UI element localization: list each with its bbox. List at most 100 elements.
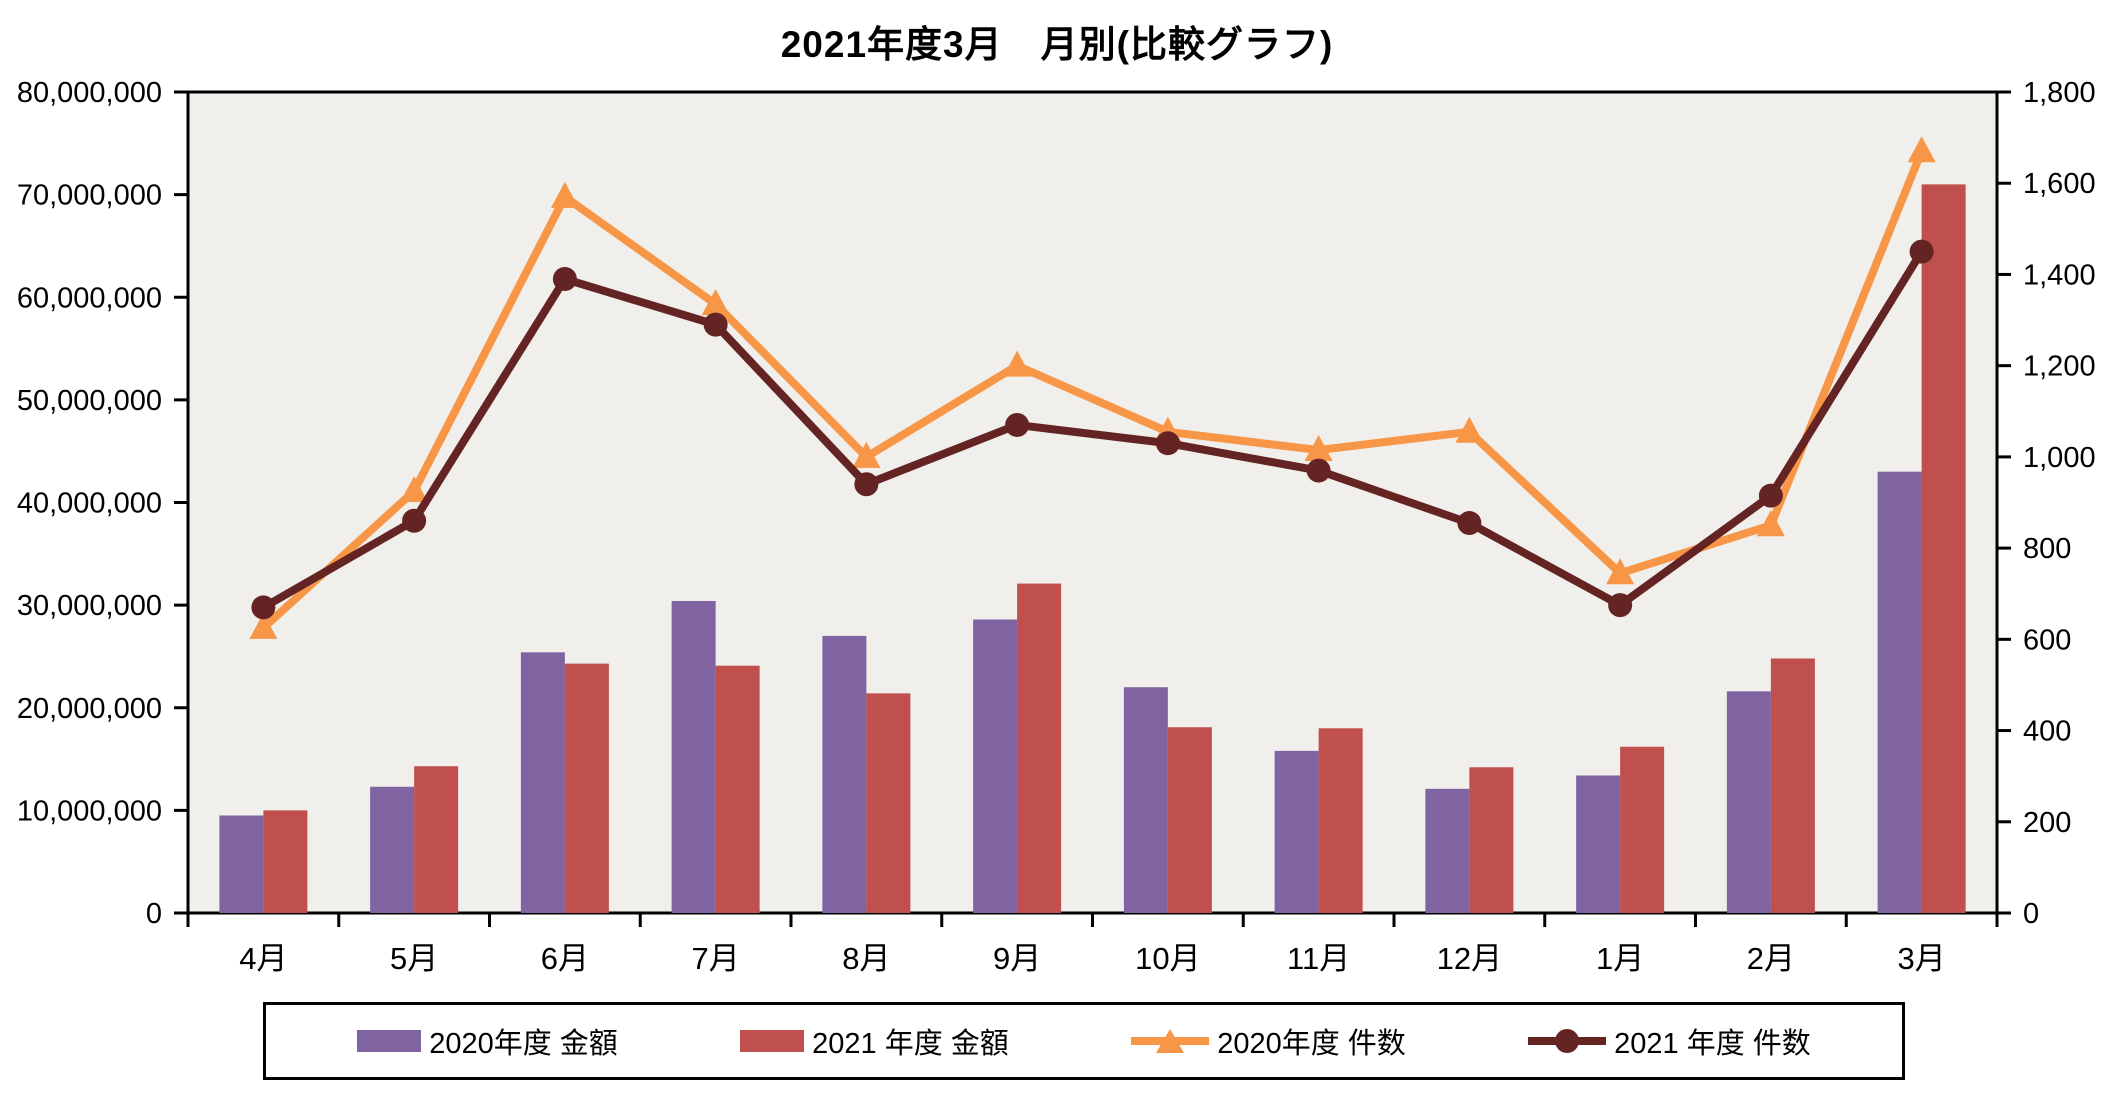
bar (1469, 767, 1514, 913)
legend-label-2021-amount: 2021 年度 金額 (812, 1028, 1009, 1060)
x-axis-category-label: 12月 (1437, 941, 1502, 976)
bar (1921, 184, 1966, 914)
bar (1576, 775, 1621, 913)
triangle-marker-icon (1907, 136, 1936, 163)
circle-marker-icon (251, 595, 276, 620)
left-axis-tick-label: 10,000,000 (17, 795, 162, 827)
bar (1726, 691, 1771, 913)
triangle-marker-icon (550, 181, 579, 208)
circle-marker-icon (552, 267, 577, 292)
x-axis-category-label: 11月 (1287, 941, 1350, 976)
bar (715, 665, 760, 913)
left-axis: 0 10,000,000 20,000,000 30,000,000 40,000,00… (17, 77, 188, 930)
triangle-marker-icon (852, 441, 881, 468)
bar (1167, 727, 1212, 913)
bar (1425, 788, 1470, 913)
x-axis: 4月 5月 6月 7月 8月 9月 10月 11月 12月 1月 2月 3月 (186, 913, 1999, 976)
bar (1770, 658, 1815, 913)
circle-marker-icon (1608, 593, 1633, 618)
bar (671, 601, 716, 913)
bar (1318, 728, 1363, 913)
left-axis-tick-label: 80,000,000 (17, 77, 162, 109)
legend-label-2020-amount: 2020年度 金額 (429, 1028, 618, 1060)
chart-legend: 2020年度 金額 2021 年度 金額 2020年度 件数 2021 年度 件… (263, 1002, 1905, 1080)
right-axis-tick-label: 1,600 (2023, 168, 2096, 200)
circle-marker-icon (1909, 239, 1934, 264)
line-path (259, 147, 1926, 632)
right-axis-tick-label: 1,800 (2023, 77, 2096, 109)
left-axis-tick-label: 50,000,000 (17, 385, 162, 417)
legend-entry-2020-count: 2020年度 件数 (1131, 1020, 1406, 1062)
triangle-marker-icon (1455, 416, 1484, 443)
triangle-marker-icon (249, 612, 278, 639)
chart-title: 2021年度3月 月別(比較グラフ) (780, 24, 1334, 65)
legend-entry-2021-count: 2021 年度 件数 (1528, 1020, 1811, 1062)
bar (564, 663, 609, 913)
legend-line-marker-2020-count-icon (1131, 1029, 1210, 1053)
circle-marker-icon (1555, 1029, 1580, 1053)
circle-marker-icon (402, 508, 427, 533)
bar (1274, 750, 1319, 913)
right-axis-tick-label: 600 (2023, 624, 2071, 656)
left-axis-tick-label: 30,000,000 (17, 590, 162, 622)
legend-entry-2020-amount: 2020年度 金額 (357, 1020, 618, 1062)
triangle-marker-icon (400, 476, 429, 503)
x-axis-category-label: 2月 (1747, 941, 1795, 976)
legend-bar-marker-2020-amount-icon (357, 1030, 422, 1052)
left-axis-tick-label: 60,000,000 (17, 282, 162, 314)
bar (520, 652, 565, 913)
left-axis-tick-label: 0 (146, 898, 162, 930)
line-path (259, 247, 1926, 612)
bar (973, 619, 1018, 913)
right-axis-tick-label: 800 (2023, 533, 2071, 565)
right-axis-tick-label: 200 (2023, 807, 2071, 839)
line-series-1 (251, 239, 1934, 620)
legend-bar-marker-2021-amount-icon (740, 1030, 805, 1052)
legend-label-2020-count: 2020年度 件数 (1217, 1028, 1406, 1060)
legend-line-marker-2021-count-icon (1528, 1029, 1607, 1053)
circle-marker-icon (703, 312, 728, 337)
circle-marker-icon (1005, 412, 1030, 437)
bar (370, 786, 415, 913)
circle-marker-icon (1155, 431, 1180, 456)
x-axis-category-label: 9月 (993, 941, 1041, 976)
triangle-marker-icon (1304, 435, 1333, 462)
bar-series-0 (219, 471, 1922, 913)
bar-series-1 (263, 184, 1966, 914)
bar (263, 810, 308, 913)
triangle-marker-icon (701, 289, 730, 316)
x-axis-category-label: 1月 (1596, 941, 1644, 976)
x-axis-category-label: 10月 (1135, 941, 1200, 976)
circle-marker-icon (854, 472, 879, 497)
x-axis-category-label: 5月 (390, 941, 438, 976)
line-series-0 (249, 136, 1936, 639)
left-axis-tick-label: 70,000,000 (17, 180, 162, 212)
bar (1123, 687, 1168, 913)
bar (1620, 746, 1665, 913)
bar (1877, 471, 1922, 913)
x-axis-category-label: 7月 (692, 941, 740, 976)
triangle-marker-icon (1756, 510, 1785, 537)
circle-marker-icon (1758, 483, 1783, 508)
bar (866, 693, 911, 913)
triangle-marker-icon (1606, 558, 1635, 585)
legend-entry-2021-amount: 2021 年度 金額 (740, 1020, 1009, 1062)
legend-label-2021-count: 2021 年度 件数 (1614, 1028, 1811, 1060)
x-axis-category-label: 8月 (842, 941, 890, 976)
bar (822, 635, 867, 913)
left-axis-tick-label: 40,000,000 (17, 488, 162, 520)
circle-marker-icon (1457, 511, 1482, 536)
right-axis-tick-label: 400 (2023, 716, 2071, 748)
x-axis-category-label: 6月 (541, 941, 589, 976)
bar (414, 766, 459, 913)
right-axis-tick-label: 0 (2023, 898, 2039, 930)
plot-background (186, 90, 1999, 915)
x-axis-category-label: 4月 (239, 941, 287, 976)
right-axis-tick-label: 1,000 (2023, 442, 2096, 474)
right-axis-tick-label: 1,400 (2023, 259, 2096, 291)
circle-marker-icon (1306, 458, 1331, 483)
triangle-marker-icon (1003, 350, 1032, 377)
right-axis-tick-label: 1,200 (2023, 351, 2096, 383)
